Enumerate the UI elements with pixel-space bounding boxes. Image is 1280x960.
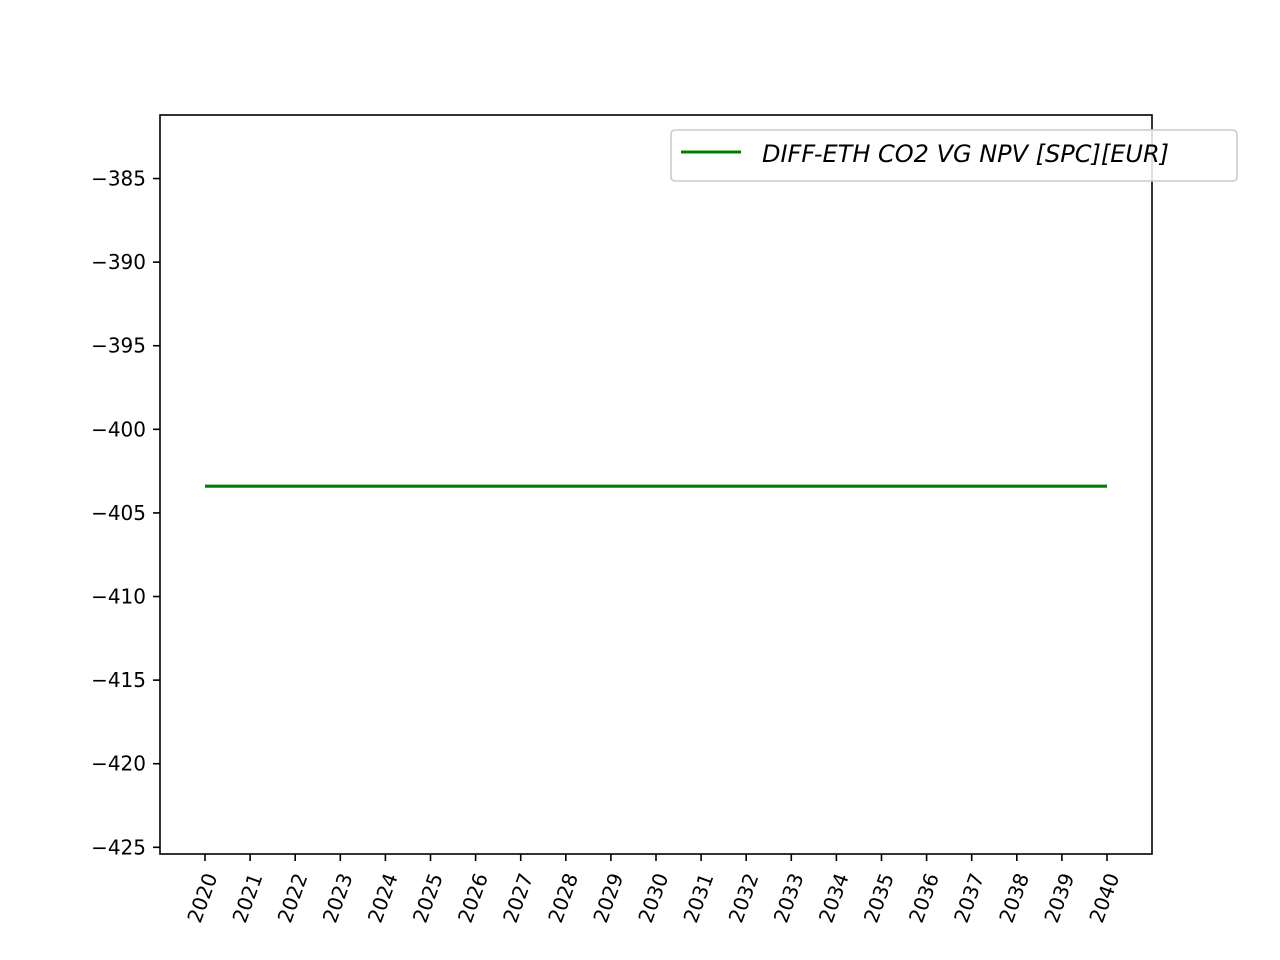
y-tick-label: −420: [91, 752, 146, 776]
y-tick-label: −400: [91, 417, 146, 441]
y-tick-label: −415: [91, 668, 146, 692]
legend: DIFF-ETH CO2 VG NPV [SPC][EUR]: [670, 129, 1238, 182]
y-axis: −385 −390 −395 −400 −405 −410 −415 −420 −425: [91, 167, 160, 859]
y-tick-label: −395: [91, 334, 146, 358]
y-tick-label: −410: [91, 585, 146, 609]
legend-box: [670, 129, 1238, 182]
axes-frame: [159, 114, 1153, 855]
y-tick-label: −405: [91, 501, 146, 525]
legend-label: DIFF-ETH CO2 VG NPV [SPC][EUR]: [762, 140, 1169, 168]
y-tick-label: −385: [91, 167, 146, 191]
y-tick-label: −390: [91, 250, 146, 274]
y-tick-label: −425: [91, 835, 146, 859]
